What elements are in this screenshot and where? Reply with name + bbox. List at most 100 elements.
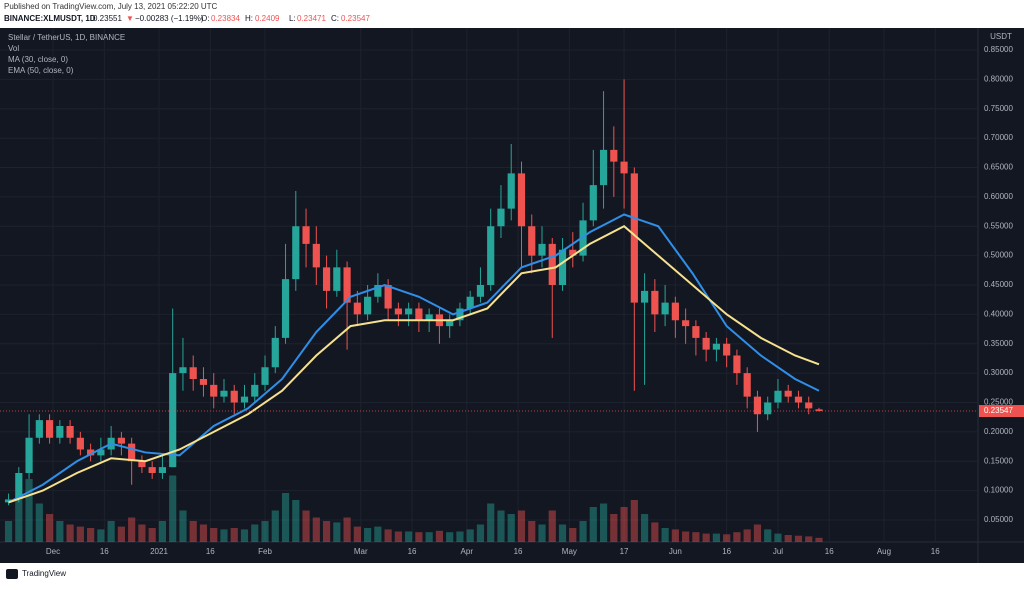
volume-bar [456, 531, 464, 542]
volume-bar [538, 524, 546, 542]
volume-bar [702, 533, 710, 542]
published: Published on TradingView.com, July 13, 2… [4, 2, 218, 11]
volume-bar [764, 529, 772, 542]
candle-body [692, 326, 700, 338]
volume-bar [251, 524, 259, 542]
candle-body [333, 267, 341, 291]
candle-body [425, 314, 433, 321]
candle-body [641, 290, 649, 303]
candle-body [76, 437, 84, 450]
open-value: 0.23834 [211, 14, 240, 23]
volume-bar [343, 517, 351, 542]
candle-body [189, 367, 197, 379]
volume-bar [117, 526, 125, 542]
volume-bar [548, 510, 556, 542]
volume-bar [476, 524, 485, 542]
candle-body [56, 426, 64, 438]
x-tick-label: Dec [46, 547, 60, 556]
price-tag [979, 405, 1024, 418]
volume-bar [302, 510, 310, 542]
price-tag-label: 0.23547 [984, 406, 1013, 415]
volume-bar [35, 503, 43, 542]
volume-bar [353, 526, 361, 542]
candle-body [733, 355, 741, 374]
candle-body [138, 461, 146, 468]
candle-body [764, 402, 772, 415]
volume-bar [630, 500, 638, 542]
volume-bar [107, 521, 115, 542]
y-tick-label: 0.30000 [984, 368, 1013, 377]
volume-bar [384, 529, 392, 542]
candle-body [353, 302, 361, 315]
volume-bar [712, 533, 720, 542]
candle-body [466, 296, 474, 309]
candle-body [4, 499, 13, 503]
candle-body [302, 226, 310, 244]
y-tick-label: 0.15000 [984, 456, 1013, 465]
candle-body [569, 249, 577, 256]
price-unit: USDT [990, 32, 1012, 41]
volume-bar [394, 531, 402, 542]
volume-bar [446, 532, 454, 542]
candle-body [497, 208, 505, 227]
volume-bar [805, 536, 813, 542]
candle-body [599, 149, 608, 186]
volume-bar [15, 500, 23, 542]
volume-bar [25, 479, 33, 542]
x-tick-label: 16 [206, 547, 215, 556]
volume-bar [815, 537, 823, 542]
x-tick-label: Aug [877, 547, 891, 556]
volume-bar [230, 528, 238, 542]
low-value: 0.23471 [297, 14, 326, 23]
y-tick-label: 0.25000 [984, 398, 1013, 407]
volume-bar [261, 521, 269, 542]
volume-bar [138, 524, 146, 542]
x-tick-label: May [562, 547, 577, 556]
volume-bar [425, 532, 433, 542]
candle-body [784, 390, 792, 397]
x-tick-label: Jul [773, 547, 783, 556]
candle-body [364, 296, 372, 315]
moving-average [8, 225, 820, 504]
candle-body [723, 343, 731, 356]
open-label: O: [201, 14, 209, 23]
y-tick-label: 0.55000 [984, 221, 1013, 230]
x-tick-label: Mar [354, 547, 368, 556]
candle-body [589, 185, 597, 221]
candle-body [456, 308, 464, 321]
candle-body [651, 290, 659, 315]
legend-ema: EMA (50, close, 0) [8, 66, 74, 75]
volume-bar [128, 517, 136, 542]
high-label: H: [245, 14, 253, 23]
candle-body [25, 437, 33, 473]
candle-body [476, 285, 485, 297]
candle-body [743, 373, 751, 397]
candle-body [343, 267, 351, 303]
candle-body [384, 285, 392, 309]
y-tick-label: 0.75000 [984, 104, 1013, 113]
volume-bar [723, 534, 731, 542]
high-value: 0.2409 [255, 14, 280, 23]
volume-bar [56, 521, 64, 542]
candle-body [220, 390, 228, 397]
candle-body [312, 243, 320, 268]
candle-body [271, 337, 279, 368]
candle-body [507, 173, 515, 209]
volume-bar [671, 529, 679, 542]
x-tick-label: Apr [461, 547, 474, 556]
volume-bar [374, 526, 382, 542]
candle-body [548, 243, 556, 285]
x-tick-label: 16 [408, 547, 417, 556]
change-arrow: ▼ [126, 14, 134, 23]
candle-body [199, 379, 208, 385]
x-tick-label: 16 [931, 547, 940, 556]
candle-body [538, 243, 546, 256]
candle-body [158, 467, 167, 473]
volume-bar [66, 524, 74, 542]
volume-bar [599, 503, 608, 542]
candle-body [169, 373, 177, 468]
candle-body [15, 473, 23, 500]
y-tick-label: 0.45000 [984, 280, 1013, 289]
candle-body [712, 343, 720, 350]
